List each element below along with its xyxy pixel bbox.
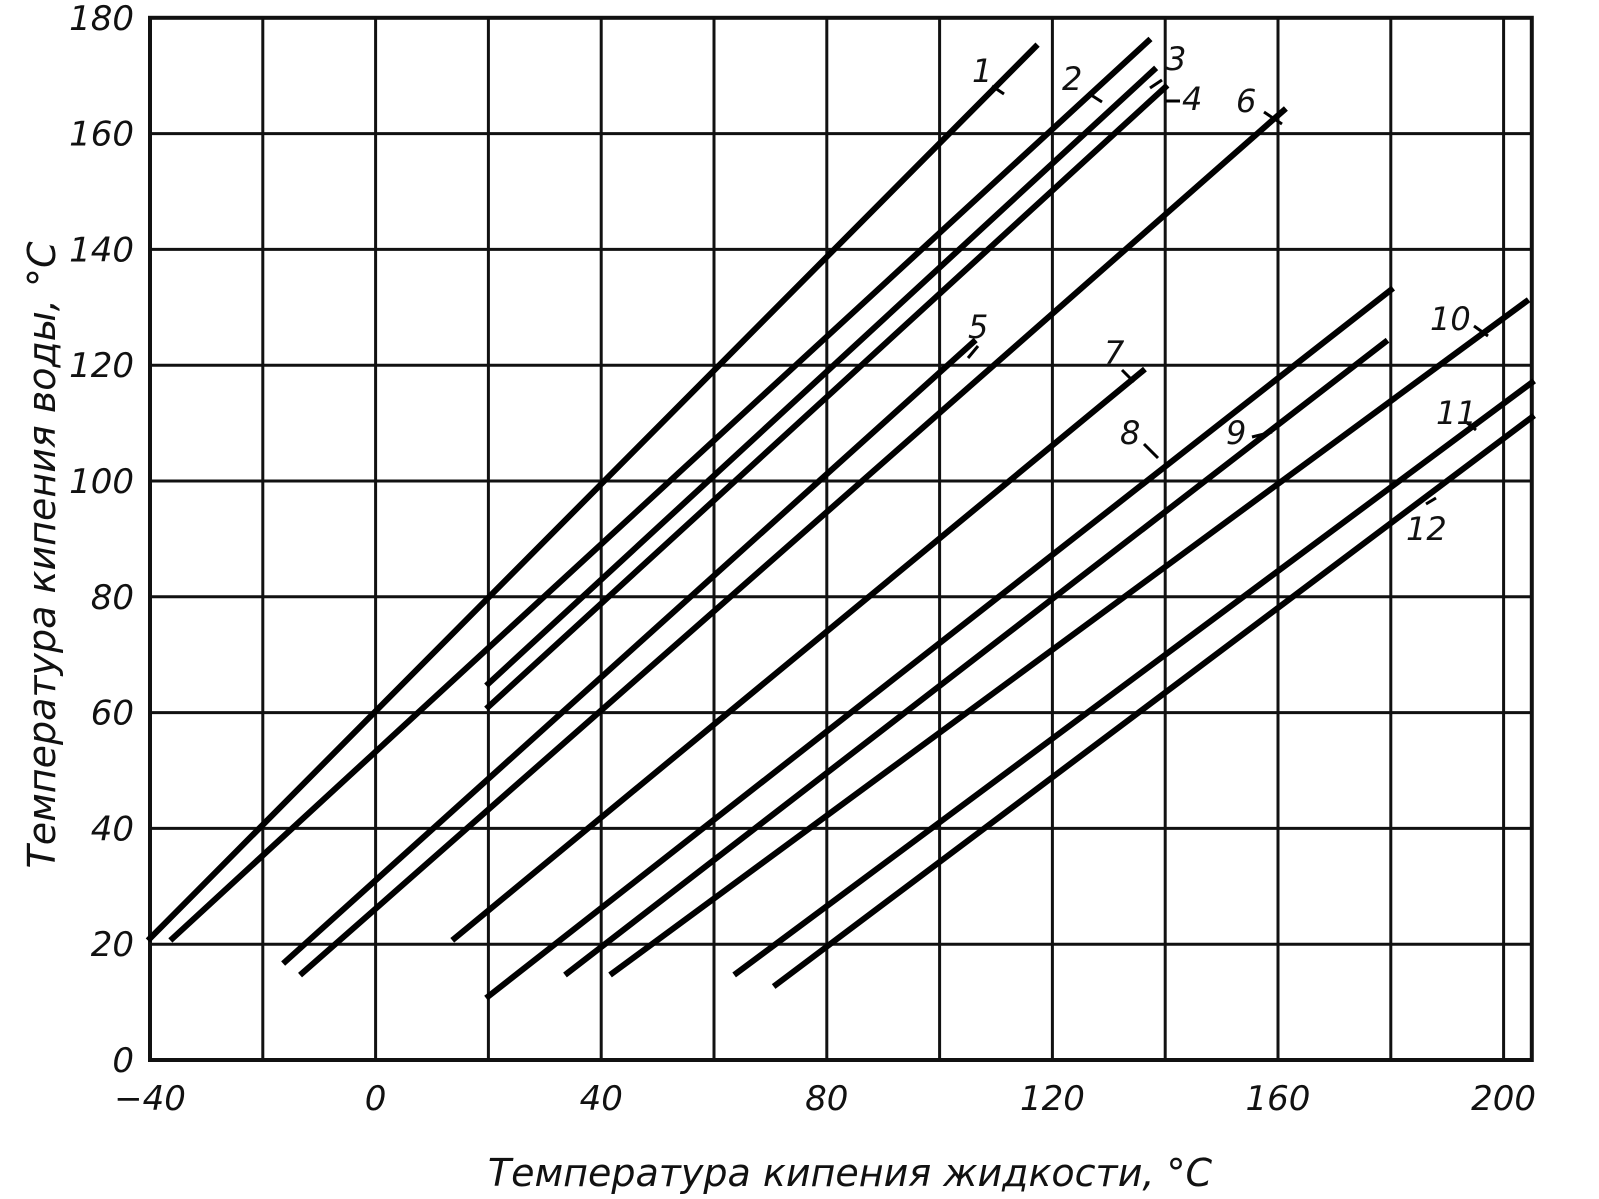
series-line-4	[484, 83, 1170, 712]
x-tick-label: 120	[1020, 1079, 1085, 1119]
y-tick-label: 120	[69, 346, 134, 386]
x-axis-title: Температура кипения жидкости, °С	[488, 1151, 1213, 1195]
leader-10	[1473, 324, 1489, 338]
leader-1	[991, 84, 1005, 96]
y-tick-label: 80	[91, 578, 134, 618]
y-tick-label: 0	[112, 1041, 134, 1081]
curve-label-3: 3	[1166, 40, 1186, 78]
series-line-11	[732, 378, 1536, 978]
y-tick-label: 40	[91, 809, 134, 849]
curve-label-5: 5	[968, 308, 988, 346]
curve-label-1: 1	[972, 52, 992, 90]
series-line-3	[484, 65, 1159, 688]
series-line-2	[168, 36, 1153, 943]
leader-12	[1425, 496, 1437, 506]
curve-label-9: 9	[1226, 414, 1246, 452]
x-tick-label: 0	[365, 1079, 387, 1119]
grid	[148, 15, 1534, 1062]
leader-7	[1120, 368, 1136, 384]
plot-frame	[148, 15, 1534, 1062]
curve-label-2: 2	[1062, 60, 1082, 98]
curve-label-12: 12	[1406, 510, 1447, 548]
y-tick-label: 20	[91, 925, 134, 965]
x-tick-label: 200	[1471, 1079, 1536, 1119]
x-tick-label: 80	[805, 1079, 848, 1119]
leader-5	[966, 345, 980, 359]
series-line-6	[298, 106, 1288, 978]
series-line-5	[281, 337, 978, 966]
leader-2	[1087, 91, 1103, 104]
curve-label-6: 6	[1236, 82, 1256, 120]
y-tick-label: 60	[91, 694, 134, 734]
curve-label-10: 10	[1430, 300, 1471, 338]
leader-3	[1149, 78, 1163, 90]
x-tick-label: −40	[114, 1079, 186, 1119]
curve-label-8: 8	[1120, 414, 1140, 452]
y-tick-label: 100	[69, 462, 134, 502]
series-group	[145, 36, 1537, 1001]
leader-9	[1251, 430, 1273, 439]
y-tick-label: 140	[69, 230, 134, 270]
curve-label-7: 7	[1104, 334, 1125, 372]
tick-labels: −40 0 40 80 120 160 20002040608010012014016018…	[69, 0, 1536, 1119]
series-line-9	[563, 337, 1390, 978]
x-tick-label: 40	[580, 1079, 623, 1119]
label-leaders	[966, 78, 1489, 506]
leader-6	[1263, 110, 1283, 126]
series-line-12	[771, 413, 1537, 989]
series-line-10	[608, 297, 1531, 978]
curve-label-11: 11	[1436, 394, 1477, 432]
y-axis-title: Температура кипения воды, °С	[20, 241, 64, 868]
leader-11	[1465, 420, 1477, 432]
series-line-1	[145, 42, 1040, 943]
y-tick-label: 180	[69, 0, 134, 39]
curve-label-4: 4	[1182, 80, 1202, 118]
leader-8	[1142, 442, 1160, 460]
series-line-7	[450, 366, 1147, 943]
series-line-8	[484, 285, 1396, 1001]
x-tick-label: 160	[1246, 1079, 1311, 1119]
y-tick-label: 160	[69, 115, 134, 155]
